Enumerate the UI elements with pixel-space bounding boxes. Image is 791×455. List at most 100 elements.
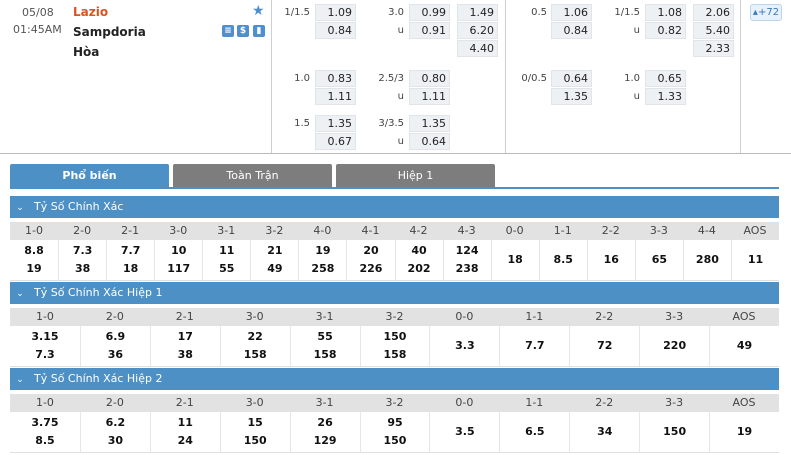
score-odds-cell[interactable]: 8.8 19: [10, 240, 58, 280]
home-score-odd[interactable]: 26: [317, 416, 333, 429]
score-odd[interactable]: 3.3: [455, 339, 475, 352]
score-odds-cell[interactable]: 3.5: [429, 412, 499, 452]
score-odds-cell[interactable]: 16: [586, 240, 635, 280]
fh-ou-over-odd[interactable]: 1.08: [645, 4, 686, 21]
score-odd[interactable]: 65: [651, 253, 667, 266]
score-odds-cell[interactable]: 55 158: [289, 326, 360, 366]
fh-1x2-draw-odd[interactable]: 2.33: [693, 40, 734, 57]
score-odds-cell[interactable]: 18: [490, 240, 539, 280]
score-odds-cell[interactable]: 95 150: [359, 412, 430, 452]
home-score-odd[interactable]: 95: [387, 416, 403, 429]
away-score-odd[interactable]: 8.5: [35, 434, 55, 447]
score-odds-cell[interactable]: 19: [709, 412, 779, 452]
home-score-odd[interactable]: 20: [363, 244, 379, 257]
fh-ou-under-odd[interactable]: 1.33: [645, 88, 686, 105]
star-icon[interactable]: ★: [252, 3, 265, 19]
away-score-odd[interactable]: 150: [383, 434, 407, 447]
1x2-away-odd[interactable]: 6.20: [457, 22, 498, 39]
fh-handicap-away-odd[interactable]: 1.35: [551, 88, 592, 105]
ou-under-odd[interactable]: 0.64: [409, 133, 450, 150]
score-odds-cell[interactable]: 6.9 36: [79, 326, 150, 366]
handicap-away-odd[interactable]: 0.84: [315, 22, 356, 39]
section-header[interactable]: ⌄ Tỷ Số Chính Xác: [10, 196, 779, 218]
1x2-home-odd[interactable]: 1.49: [457, 4, 498, 21]
score-odds-cell[interactable]: 22 158: [219, 326, 290, 366]
away-score-odd[interactable]: 19: [26, 262, 42, 275]
score-odds-cell[interactable]: 11 24: [149, 412, 220, 452]
away-score-odd[interactable]: 36: [107, 348, 124, 361]
score-odd[interactable]: 16: [603, 253, 619, 266]
away-score-odd[interactable]: 24: [177, 434, 193, 447]
fh-1x2-home-odd[interactable]: 2.06: [693, 4, 734, 21]
score-odd[interactable]: 19: [736, 425, 753, 438]
score-odds-cell[interactable]: 6.5: [499, 412, 569, 452]
away-score-odd[interactable]: 258: [311, 262, 335, 275]
score-odd[interactable]: 34: [597, 425, 613, 438]
score-odd[interactable]: 150: [663, 425, 687, 438]
tab-full-match[interactable]: Toàn Trận: [173, 164, 332, 187]
home-score-odd[interactable]: 17: [177, 330, 193, 343]
score-odds-cell[interactable]: 11 55: [202, 240, 250, 280]
home-score-odd[interactable]: 11: [219, 244, 235, 257]
score-odd[interactable]: 18: [507, 253, 523, 266]
score-odds-cell[interactable]: 10 117: [154, 240, 202, 280]
stats-icon[interactable]: ▮: [253, 25, 265, 37]
away-score-odd[interactable]: 129: [313, 434, 337, 447]
score-odd[interactable]: 6.5: [525, 425, 545, 438]
away-score-odd[interactable]: 238: [455, 262, 479, 275]
1x2-draw-odd[interactable]: 4.40: [457, 40, 498, 57]
score-odds-cell[interactable]: 15 150: [219, 412, 290, 452]
fh-1x2-away-odd[interactable]: 5.40: [693, 22, 734, 39]
home-score-odd[interactable]: 15: [247, 416, 263, 429]
home-score-odd[interactable]: 3.15: [31, 330, 59, 343]
handicap-home-odd[interactable]: 0.83: [315, 70, 356, 87]
fh-ou-over-odd[interactable]: 0.65: [645, 70, 686, 87]
home-score-odd[interactable]: 6.9: [105, 330, 126, 343]
score-odds-cell[interactable]: 26 129: [289, 412, 360, 452]
home-score-odd[interactable]: 22: [247, 330, 263, 343]
list-icon[interactable]: ≡: [222, 25, 234, 37]
more-markets-badge[interactable]: ▴+72: [750, 4, 782, 21]
score-odds-cell[interactable]: 124 238: [442, 240, 491, 280]
home-score-odd[interactable]: 19: [315, 244, 331, 257]
score-odds-cell[interactable]: 3.3: [429, 326, 499, 366]
score-odd[interactable]: 280: [695, 253, 719, 266]
score-odds-cell[interactable]: 34: [569, 412, 639, 452]
score-odd[interactable]: 3.5: [455, 425, 475, 438]
handicap-home-odd[interactable]: 1.09: [315, 4, 356, 21]
score-odds-cell[interactable]: 72: [569, 326, 639, 366]
home-score-odd[interactable]: 7.3: [72, 244, 93, 257]
home-score-odd[interactable]: 10: [171, 244, 187, 257]
home-score-odd[interactable]: 21: [267, 244, 283, 257]
score-odd[interactable]: 8.5: [553, 253, 573, 266]
home-score-odd[interactable]: 11: [177, 416, 193, 429]
score-odds-cell[interactable]: 19 258: [298, 240, 346, 280]
ou-over-odd[interactable]: 0.80: [409, 70, 450, 87]
score-odd[interactable]: 49: [736, 339, 753, 352]
home-score-odd[interactable]: 3.75: [31, 416, 59, 429]
score-odds-cell[interactable]: 7.3 38: [58, 240, 106, 280]
score-odds-cell[interactable]: 280: [682, 240, 731, 280]
away-score-odd[interactable]: 55: [219, 262, 235, 275]
away-score-odd[interactable]: 150: [243, 434, 267, 447]
away-score-odd[interactable]: 226: [359, 262, 383, 275]
ou-under-odd[interactable]: 1.11: [409, 88, 450, 105]
fh-handicap-home-odd[interactable]: 0.64: [551, 70, 592, 87]
score-odd[interactable]: 220: [663, 339, 687, 352]
score-odds-cell[interactable]: 20 226: [346, 240, 394, 280]
score-odds-cell[interactable]: 17 38: [149, 326, 220, 366]
away-score-odd[interactable]: 38: [74, 262, 91, 275]
home-score-odd[interactable]: 7.7: [120, 244, 141, 257]
score-odds-cell[interactable]: 150 158: [359, 326, 430, 366]
home-score-odd[interactable]: 40: [411, 244, 427, 257]
fh-handicap-away-odd[interactable]: 0.84: [551, 22, 592, 39]
score-odds-cell[interactable]: 49: [709, 326, 779, 366]
tab-first-half[interactable]: Hiệp 1: [336, 164, 495, 187]
home-score-odd[interactable]: 6.2: [105, 416, 126, 429]
fh-handicap-home-odd[interactable]: 1.06: [551, 4, 592, 21]
home-score-odd[interactable]: 150: [383, 330, 407, 343]
score-odds-cell[interactable]: 3.15 7.3: [10, 326, 80, 366]
ou-over-odd[interactable]: 1.35: [409, 115, 450, 132]
dollar-icon[interactable]: $: [237, 25, 249, 37]
away-score-odd[interactable]: 117: [167, 262, 191, 275]
